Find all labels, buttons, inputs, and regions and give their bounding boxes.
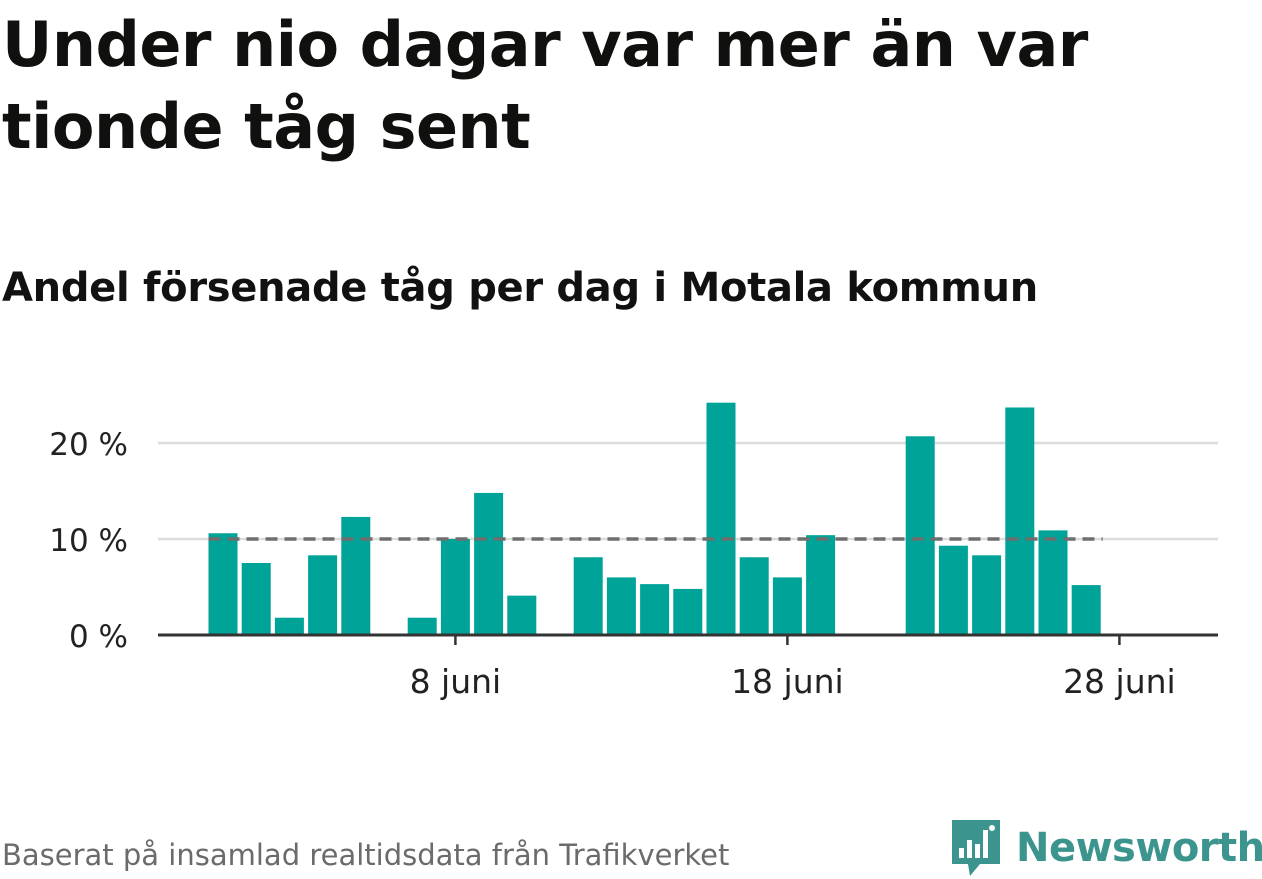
bar-chart: 0 % 10 % 20 % 8 juni 18 juni 28 juni xyxy=(49,402,1218,701)
bar xyxy=(673,588,703,635)
bar xyxy=(341,516,371,635)
bar xyxy=(507,595,537,635)
bar xyxy=(1071,585,1101,635)
bar xyxy=(905,436,935,635)
bar xyxy=(474,492,504,635)
brand: Newsworthy xyxy=(950,818,1262,878)
bar xyxy=(1038,530,1068,635)
newsworthy-logo-icon xyxy=(952,820,1000,876)
chart-title: Under nio dagar var mer än var tionde tå… xyxy=(2,8,1088,163)
source-note: Baserat på insamlad realtidsdata från Tr… xyxy=(2,838,730,872)
bar xyxy=(208,533,238,635)
chart-subtitle: Andel försenade tåg per dag i Motala kom… xyxy=(2,265,1038,311)
bar xyxy=(772,577,802,635)
bar xyxy=(241,563,271,635)
x-tick-label: 18 juni xyxy=(731,662,844,701)
x-tick-label: 28 juni xyxy=(1063,662,1176,701)
bar xyxy=(706,402,736,635)
bar xyxy=(440,539,470,635)
bar xyxy=(938,545,968,635)
bar xyxy=(407,617,437,635)
bar xyxy=(806,535,836,635)
bar xyxy=(640,584,670,635)
bar xyxy=(308,555,338,635)
y-tick-label: 0 % xyxy=(69,619,128,655)
bars xyxy=(208,402,1101,635)
bar xyxy=(739,557,769,635)
bar xyxy=(573,557,603,635)
x-tick-label: 8 juni xyxy=(410,662,502,701)
gridlines xyxy=(158,441,1218,541)
bar xyxy=(1005,407,1035,635)
axes: 0 % 10 % 20 % 8 juni 18 juni 28 juni xyxy=(49,427,1218,701)
y-tick-label: 10 % xyxy=(49,523,128,559)
y-tick-label: 20 % xyxy=(49,427,128,463)
bar xyxy=(606,577,636,635)
bar xyxy=(274,617,304,635)
brand-name: Newsworthy xyxy=(1016,825,1262,871)
bar xyxy=(972,555,1002,635)
